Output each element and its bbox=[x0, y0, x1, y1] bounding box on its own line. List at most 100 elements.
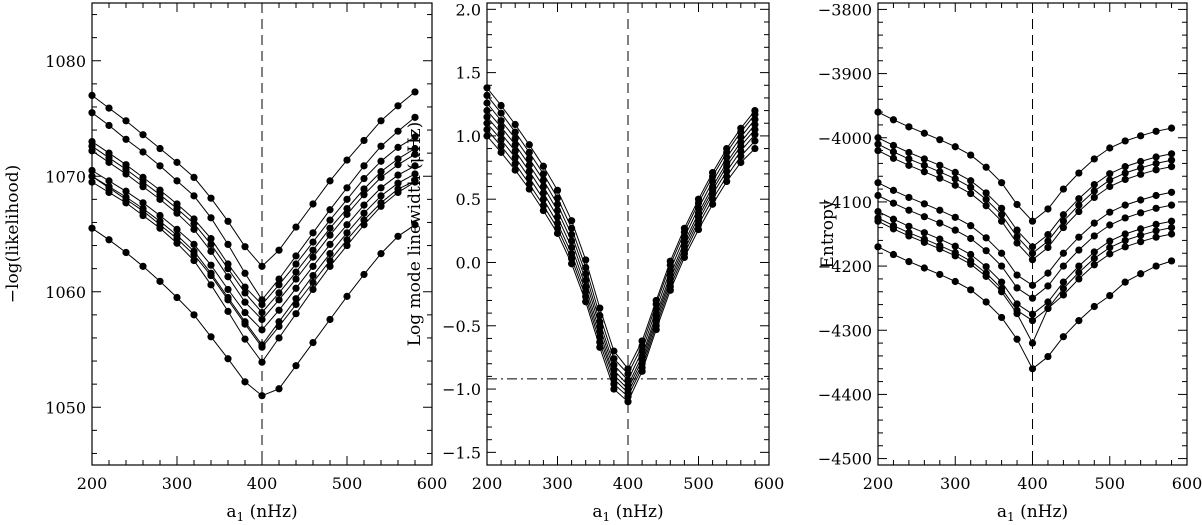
series-line-s9 bbox=[91, 224, 416, 397]
data-point bbox=[394, 155, 402, 163]
data-point bbox=[326, 177, 334, 185]
data-point bbox=[1028, 217, 1037, 225]
data-point bbox=[1013, 232, 1021, 241]
series-line-s2 bbox=[486, 95, 756, 375]
x-tick-label: 600 bbox=[417, 474, 448, 493]
data-point bbox=[190, 173, 198, 182]
data-point bbox=[751, 110, 759, 118]
data-point bbox=[190, 240, 198, 248]
y-tick-label: 1070 bbox=[45, 167, 86, 186]
data-point bbox=[377, 250, 385, 258]
y-tick-label: −4300 bbox=[818, 321, 872, 340]
data-point bbox=[105, 104, 113, 112]
data-point bbox=[1075, 262, 1083, 270]
data-point bbox=[967, 151, 975, 159]
data-point bbox=[1152, 159, 1160, 168]
data-point bbox=[652, 300, 660, 308]
data-point bbox=[1044, 298, 1052, 306]
data-point bbox=[1028, 249, 1037, 257]
data-point bbox=[874, 243, 882, 251]
data-point bbox=[1167, 257, 1176, 265]
data-point bbox=[360, 201, 368, 209]
data-point bbox=[122, 248, 130, 257]
data-point bbox=[1075, 317, 1083, 325]
data-point bbox=[511, 128, 519, 136]
y-tick-label: −3800 bbox=[818, 0, 872, 19]
data-point bbox=[343, 229, 351, 237]
data-point bbox=[539, 162, 548, 170]
data-point bbox=[1013, 284, 1021, 292]
data-point bbox=[190, 311, 198, 319]
data-point bbox=[610, 380, 618, 388]
data-point bbox=[920, 213, 928, 221]
data-point bbox=[309, 229, 317, 237]
data-point bbox=[936, 206, 944, 214]
data-point bbox=[88, 166, 96, 175]
data-point bbox=[411, 150, 419, 158]
x-tick-label: 400 bbox=[247, 474, 278, 493]
data-point bbox=[1152, 166, 1160, 174]
data-point bbox=[1106, 144, 1114, 152]
linewidth-panel: 200 300 400 500 600 −1.5 −1.0 −0.5 0.0 0.5 1.0 1.5 2… bbox=[405, 0, 784, 524]
data-point bbox=[1106, 237, 1114, 245]
data-point bbox=[326, 256, 334, 265]
data-point bbox=[190, 251, 198, 259]
data-point bbox=[1137, 209, 1145, 217]
data-point bbox=[1044, 304, 1052, 313]
data-point bbox=[624, 398, 632, 406]
data-point bbox=[190, 192, 198, 200]
data-point bbox=[1137, 132, 1145, 140]
data-point bbox=[275, 246, 283, 254]
x-tick-label: 500 bbox=[332, 474, 363, 493]
data-point bbox=[1137, 157, 1145, 166]
data-point bbox=[1152, 227, 1160, 235]
data-point bbox=[1090, 232, 1098, 240]
y-tick-label: 0.0 bbox=[456, 253, 481, 272]
data-point bbox=[309, 246, 317, 254]
data-point bbox=[309, 238, 317, 246]
data-point bbox=[723, 177, 731, 186]
data-point bbox=[224, 217, 232, 225]
data-point bbox=[511, 166, 519, 174]
data-point bbox=[652, 305, 660, 313]
data-point bbox=[539, 182, 548, 191]
data-point bbox=[1152, 204, 1160, 212]
data-point bbox=[156, 211, 164, 220]
data-point bbox=[936, 219, 944, 227]
data-point bbox=[497, 101, 505, 110]
data-point bbox=[874, 134, 882, 142]
data-point bbox=[652, 325, 660, 334]
data-point bbox=[156, 144, 164, 153]
data-point bbox=[483, 106, 491, 115]
data-point bbox=[511, 147, 519, 155]
data-point bbox=[1152, 220, 1160, 228]
data-point bbox=[377, 184, 385, 192]
data-point bbox=[737, 152, 745, 160]
data-point bbox=[1106, 176, 1114, 184]
data-point bbox=[751, 115, 759, 124]
data-point bbox=[1090, 261, 1098, 269]
data-point bbox=[1075, 233, 1083, 241]
data-point bbox=[241, 378, 249, 386]
data-point bbox=[1167, 163, 1176, 171]
data-point bbox=[309, 262, 317, 270]
data-point bbox=[920, 238, 928, 246]
data-point bbox=[1137, 196, 1145, 204]
x-tick-label: 400 bbox=[613, 474, 644, 493]
data-point bbox=[751, 120, 759, 129]
data-point bbox=[1106, 292, 1114, 300]
y-tick-label: 2.0 bbox=[456, 0, 481, 19]
likelihood-panel: 200 300 400 500 600 1050 1060 1070 1080 a1 (nHz) −… bbox=[3, 2, 448, 524]
data-point bbox=[998, 179, 1006, 187]
data-point bbox=[998, 217, 1006, 225]
data-point bbox=[1059, 211, 1067, 219]
data-point bbox=[525, 161, 533, 169]
data-point bbox=[275, 306, 283, 314]
data-point bbox=[874, 179, 882, 187]
data-point bbox=[1106, 243, 1114, 252]
data-point bbox=[1106, 221, 1114, 229]
x-tick-label: 300 bbox=[162, 474, 193, 493]
data-point bbox=[920, 200, 928, 208]
data-point bbox=[411, 170, 419, 178]
data-point bbox=[920, 129, 928, 137]
